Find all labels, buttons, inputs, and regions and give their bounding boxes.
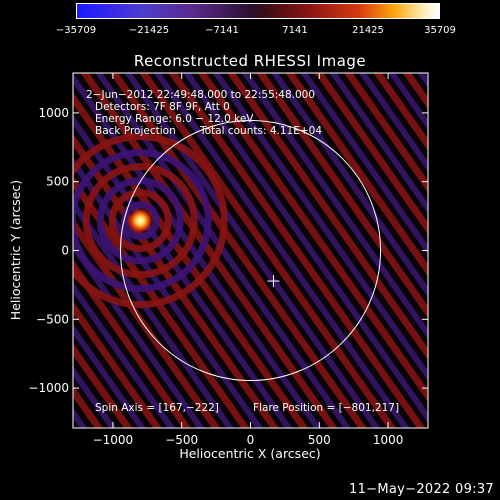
- x-axis-label: Heliocentric X (arcsec): [179, 446, 320, 461]
- info-method: Back Projection: [95, 125, 176, 137]
- x-tick-label: −500: [165, 433, 198, 447]
- image-map: [73, 73, 428, 428]
- spin-axis-marker: [267, 275, 280, 288]
- ripple-ring: [73, 149, 212, 293]
- y-axis-label: Heliocentric Y (arcsec): [8, 180, 23, 320]
- colorbar-tick-label: −35709: [55, 25, 97, 36]
- y-tick-label: 500: [46, 175, 69, 189]
- y-tick-label: −500: [36, 312, 69, 326]
- y-tick-label: 0: [61, 244, 69, 258]
- solar-limb: [119, 119, 382, 382]
- flare-source: [126, 206, 155, 235]
- info-energy-range: Energy Range: 6.0 − 12.0 keV: [95, 113, 254, 125]
- info-time-range: 2−Jun−2012 22:49:48.000 to 22:55:48.000: [86, 89, 315, 101]
- ripple-ring: [108, 189, 172, 253]
- y-tick-label: −1000: [28, 381, 69, 395]
- x-tick-label: 0: [247, 433, 255, 447]
- colorbar-tick-label: −21425: [128, 25, 170, 36]
- spin-axis-label: Spin Axis = [167,−222]: [95, 402, 219, 414]
- x-tick-label: 500: [308, 433, 331, 447]
- colorbar-tick-label: 35709: [424, 25, 456, 36]
- footer-date: 11−May−2022 09:37: [349, 482, 494, 497]
- colorbar: [76, 3, 440, 19]
- plot-title: Reconstructed RHESSI Image: [133, 52, 367, 70]
- colorbar-tick-label: 7141: [282, 25, 308, 36]
- x-tick-label: −1000: [93, 433, 134, 447]
- colorbar-tick-label: −7141: [205, 25, 239, 36]
- info-total-counts: Total counts: 4.11E+04: [199, 125, 322, 137]
- ripple-ring: [82, 163, 198, 279]
- y-tick-label: 1000: [38, 106, 69, 120]
- colorbar-tick-label: 21425: [352, 25, 384, 36]
- ripple-ring: [73, 133, 228, 309]
- x-tick-label: 1000: [373, 433, 404, 447]
- info-detectors: Detectors: 7F 8F 9F, Att 0: [95, 101, 230, 113]
- colorbar-gradient: [76, 3, 440, 19]
- flare-position-label: Flare Position = [−801,217]: [253, 402, 399, 414]
